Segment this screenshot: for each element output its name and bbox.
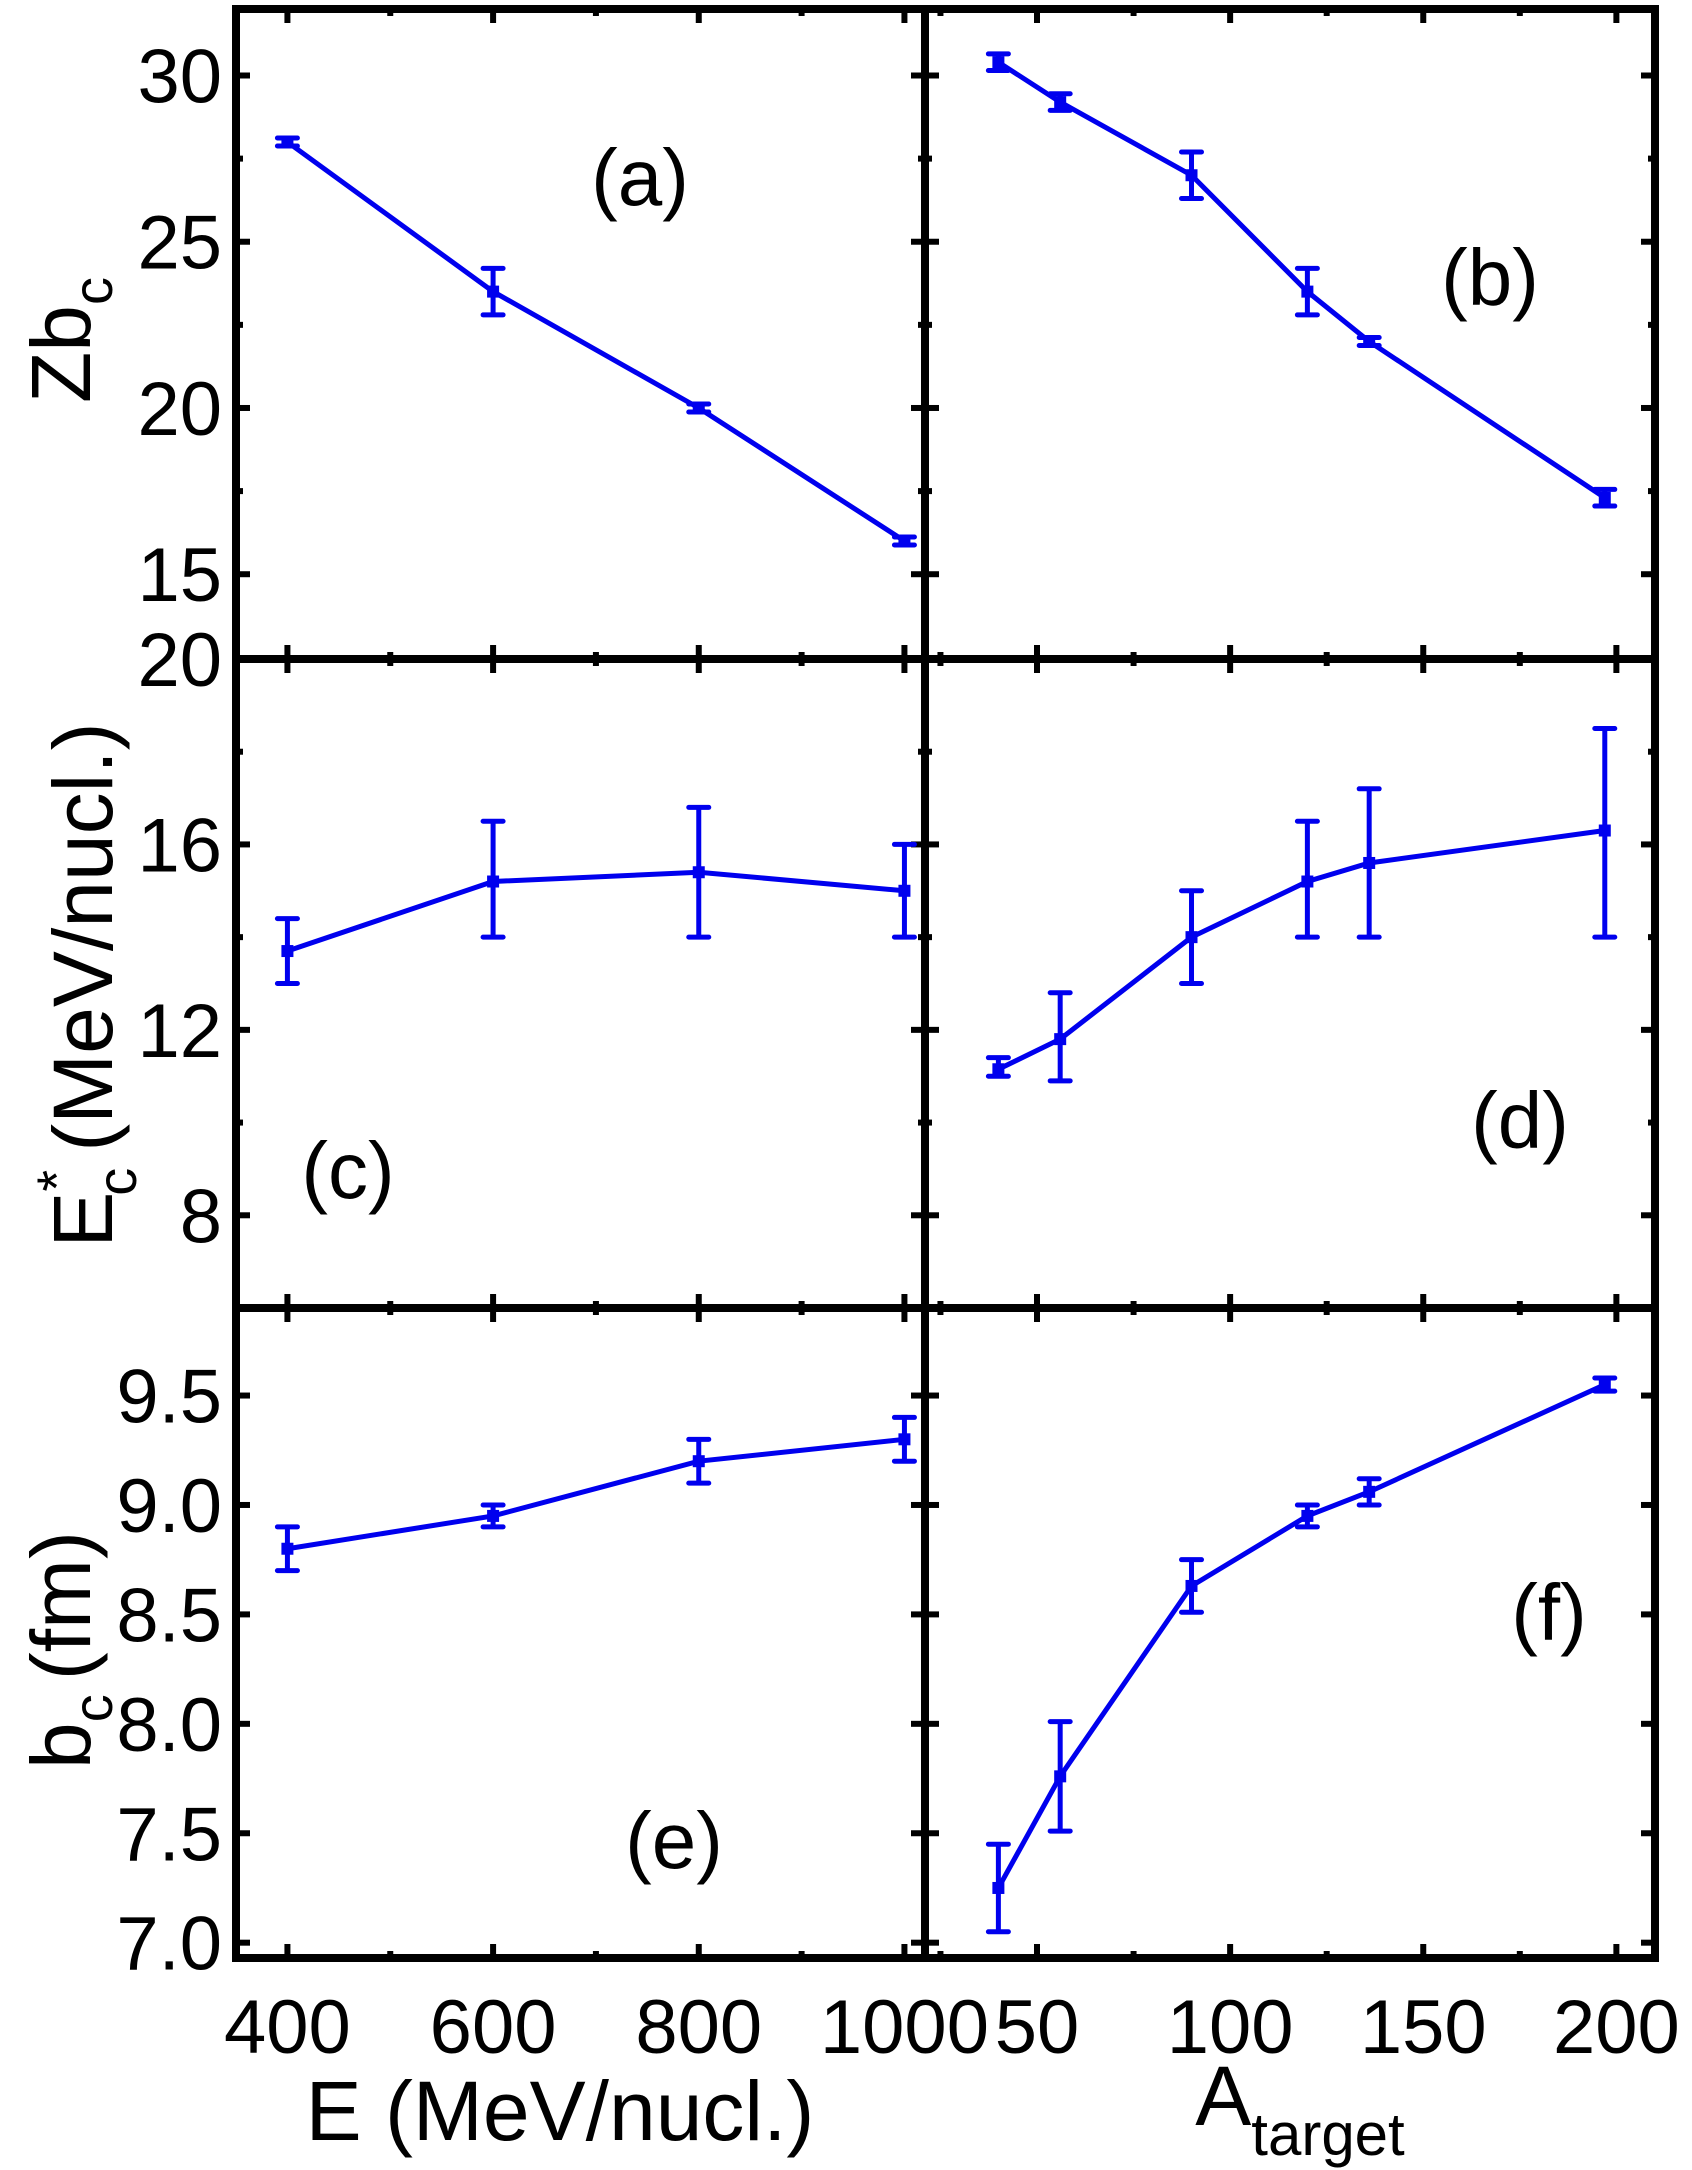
x-tick-label: 200 — [1553, 1985, 1680, 2070]
data-point — [1598, 824, 1611, 837]
x-tick-label: 800 — [635, 1985, 762, 2070]
y-tick-label: 9.5 — [116, 1355, 222, 1440]
data-point — [281, 945, 294, 958]
x-tick-label: 400 — [224, 1985, 351, 2070]
y-tick-label: 20 — [137, 367, 222, 452]
data-point — [487, 875, 500, 888]
panel-b — [921, 5, 1659, 663]
y-tick-label: 8.0 — [116, 1683, 222, 1768]
data-point — [992, 56, 1005, 69]
y-tick-label: 25 — [137, 201, 222, 286]
data-point — [1598, 491, 1611, 504]
y-tick-label: 8 — [180, 1174, 222, 1259]
data-point — [898, 1433, 911, 1446]
panel-a: 15 20 25 30 — [137, 5, 929, 663]
panel-frame-b — [921, 5, 1659, 663]
panel-label-b: (b) — [1441, 233, 1539, 322]
panel-label-d: (d) — [1471, 1076, 1569, 1165]
panel-f: 50 100 150 200 — [921, 1304, 1680, 2070]
data-point — [1363, 335, 1376, 348]
series-line-c — [286, 869, 905, 954]
data-point — [1301, 285, 1314, 298]
data-point — [1301, 875, 1314, 888]
data-point — [1598, 1378, 1611, 1391]
panel-e: 7.0 7.5 8.0 8.5 9.0 9.5 400 600 800 1000 — [116, 1304, 989, 2070]
data-point — [1185, 931, 1198, 944]
x-tick-label: 50 — [995, 1985, 1080, 2070]
x-axis-label-atarget: Atarget — [1195, 2049, 1405, 2168]
panel-d — [921, 655, 1659, 1312]
data-point — [692, 401, 705, 414]
panel-label-e: (e) — [625, 1796, 723, 1885]
data-point — [992, 1063, 1005, 1076]
data-point — [692, 866, 705, 879]
panel-c: 8 12 16 20 — [137, 618, 929, 1312]
data-point — [1054, 96, 1067, 109]
y-tick-label: 20 — [137, 618, 222, 703]
series-line-a — [285, 139, 906, 544]
data-point — [692, 1455, 705, 1468]
data-point — [898, 534, 911, 547]
panel-frame-d — [921, 655, 1659, 1312]
series-line-f — [996, 1382, 1606, 1890]
data-point — [1054, 1033, 1067, 1046]
x-tick-label: 150 — [1360, 1985, 1487, 2070]
data-point — [1185, 1579, 1198, 1592]
data-point — [487, 285, 500, 298]
panel-label-a: (a) — [591, 133, 689, 222]
panel-frame-a — [232, 5, 929, 663]
y-axis-label-excitation-energy: E*c(MeV/nucl.) — [25, 722, 148, 1247]
series-line-d — [997, 828, 1606, 1072]
data-point — [1054, 1770, 1067, 1783]
y-axis-label-zbc: Zbc — [14, 277, 124, 403]
data-point — [1301, 1509, 1314, 1522]
y-tick-label: 7.5 — [116, 1792, 222, 1877]
y-tick-label: 8.5 — [116, 1573, 222, 1658]
panel-frame-f — [921, 1304, 1659, 1962]
y-tick-label: 16 — [137, 803, 222, 888]
data-point — [992, 1881, 1005, 1894]
data-point — [487, 1509, 500, 1522]
x-tick-label: 600 — [430, 1985, 557, 2070]
data-point — [1185, 169, 1198, 182]
data-point — [1363, 856, 1376, 869]
y-tick-label: 9.0 — [116, 1464, 222, 1549]
panel-frame-e — [232, 1304, 929, 1962]
x-tick-label: 1000 — [820, 1985, 989, 2070]
panel-label-c: (c) — [301, 1126, 394, 1215]
y-tick-label: 7.0 — [116, 1902, 222, 1987]
data-point — [281, 135, 294, 148]
series-line-e — [287, 1436, 905, 1552]
y-tick-label: 12 — [137, 989, 222, 1074]
data-point — [898, 884, 911, 897]
y-tick-label: 30 — [137, 34, 222, 119]
data-point — [281, 1542, 294, 1555]
y-tick-label: 15 — [137, 533, 222, 618]
data-point — [1363, 1485, 1376, 1498]
x-axis-label-energy: E (MeV/nucl.) — [306, 2064, 815, 2158]
y-axis-label-bc: bc(fm) — [14, 1531, 124, 1769]
panel-label-f: (f) — [1511, 1568, 1587, 1657]
x-tick-label: 100 — [1167, 1985, 1294, 2070]
